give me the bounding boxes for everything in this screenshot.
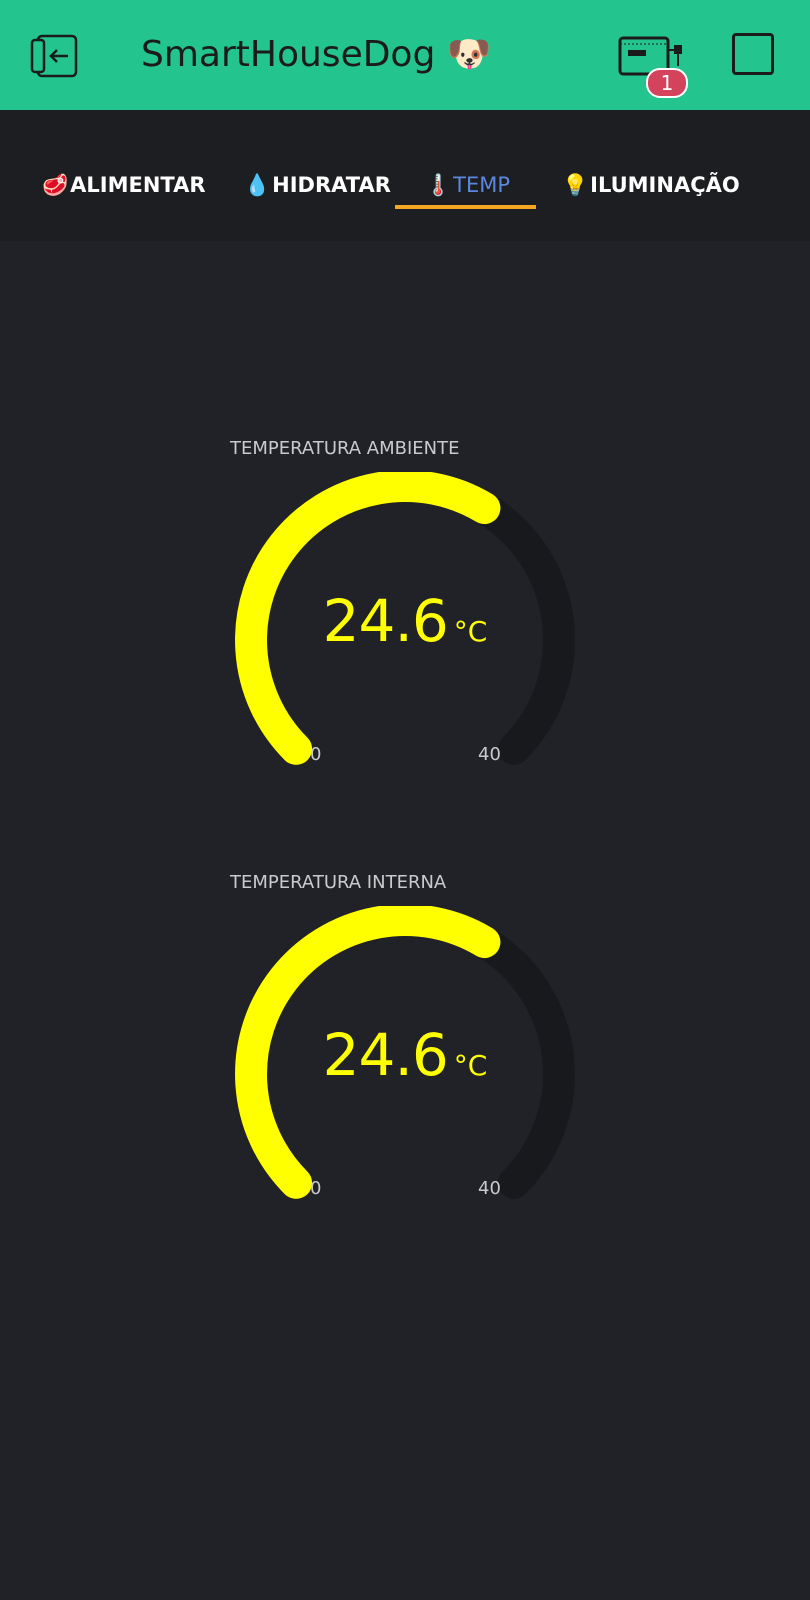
gauge-temperatura-ambiente[interactable]: 24.6 °C 0 40 (220, 472, 590, 792)
gauge-min-label: 0 (310, 1178, 322, 1199)
meat-icon: 🥩 (42, 173, 69, 197)
tab-hidratar[interactable]: 💧 HIDRATAR (244, 160, 391, 210)
tab-label: ILUMINAÇÃO (590, 173, 740, 197)
gauge-value-number: 24.6 (322, 587, 449, 655)
exit-project-button[interactable] (28, 32, 80, 80)
droplet-icon: 💧 (244, 173, 271, 197)
gauge-arc (235, 906, 575, 1199)
tab-temp[interactable]: 🌡️ TEMP (425, 160, 510, 210)
gauge-fill (235, 472, 501, 765)
device-count-badge: 1 (646, 68, 688, 98)
gauge-title: TEMPERATURA INTERNA (230, 872, 447, 893)
gauge-min-label: 0 (310, 744, 322, 765)
thermometer-icon: 🌡️ (425, 173, 452, 197)
exit-icon (30, 34, 78, 78)
gauge-arc (235, 472, 575, 765)
gauge-unit: °C (453, 1049, 488, 1082)
gauge-temperatura-interna[interactable]: 24.6 °C 0 40 (220, 906, 590, 1226)
tab-alimentar[interactable]: 🥩 ALIMENTAR (42, 160, 206, 210)
device-board-icon (618, 36, 682, 76)
app-header: SmartHouseDog 🐶 1 (0, 0, 810, 110)
tab-iluminacao[interactable]: 💡 ILUMINAÇÃO (562, 160, 740, 210)
gauge-value-number: 24.6 (322, 1021, 449, 1089)
gauge-value: 24.6 °C (220, 587, 590, 655)
devices-button[interactable] (614, 32, 686, 98)
tab-bar: 🥩 ALIMENTAR 💧 HIDRATAR 🌡️ TEMP 💡 ILUMINA… (0, 110, 810, 241)
tab-label: ALIMENTAR (70, 173, 206, 197)
gauge-unit: °C (453, 615, 488, 648)
gauge-title: TEMPERATURA AMBIENTE (230, 438, 460, 459)
light-bulb-icon: 💡 (562, 173, 589, 197)
gauge-fill (235, 906, 501, 1199)
gauge-value: 24.6 °C (220, 1021, 590, 1089)
project-title: SmartHouseDog 🐶 (141, 30, 492, 80)
project-title-text: SmartHouseDog (141, 34, 436, 75)
gauge-max-label: 40 (478, 744, 501, 765)
play-stop-button[interactable] (732, 33, 774, 75)
dog-emoji-icon: 🐶 (446, 34, 492, 75)
active-tab-indicator (395, 205, 536, 209)
tab-label: TEMP (453, 173, 511, 197)
gauge-max-label: 40 (478, 1178, 501, 1199)
tab-label: HIDRATAR (272, 173, 391, 197)
